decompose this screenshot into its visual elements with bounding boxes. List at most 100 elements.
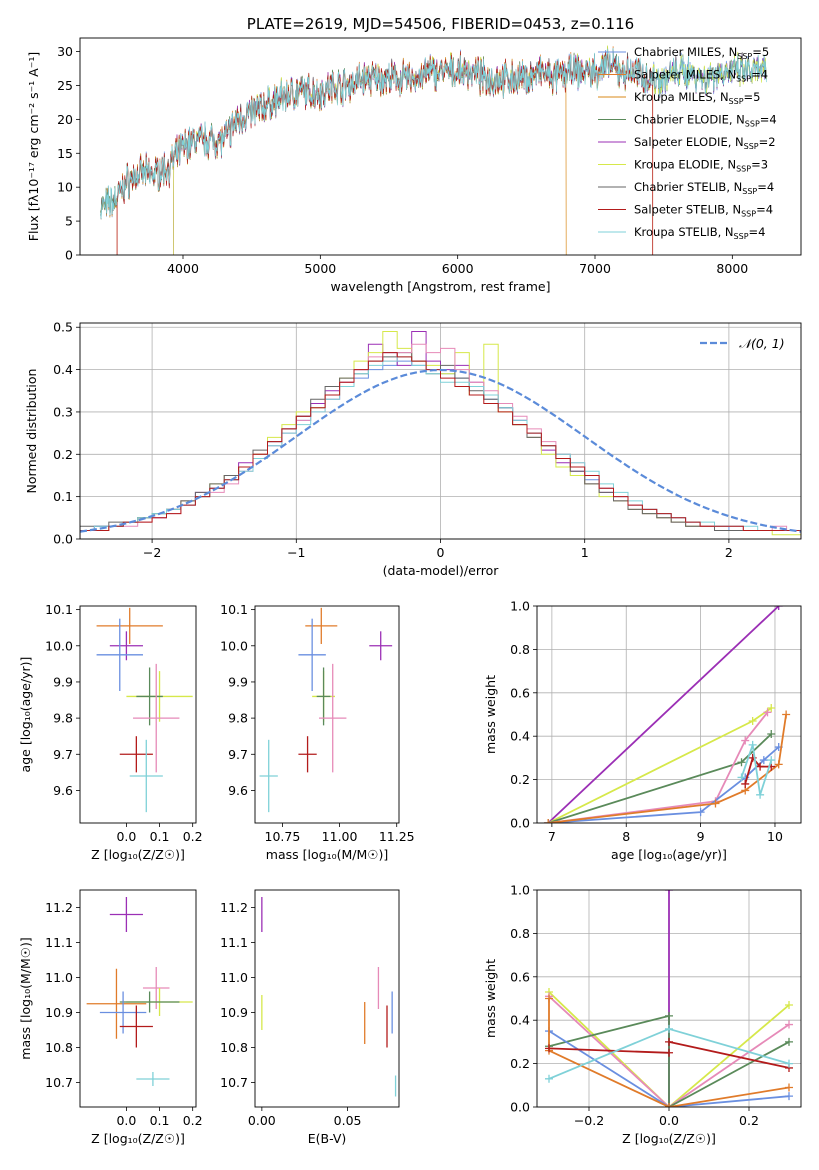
weight-marker-salpeter_miles bbox=[774, 760, 783, 769]
legend-label-sub: SSP bbox=[737, 52, 752, 61]
panel-mass_vs_EBV: 0.00 0.05 10.7 10.8 10.9 11.0 11.1 11.2 E(B-V) bbox=[220, 889, 400, 1146]
plot-area bbox=[100, 45, 767, 255]
x-axis-label: wavelength [Angstrom, rest frame] bbox=[330, 279, 550, 294]
y-tick-label: 9.9 bbox=[53, 674, 73, 689]
weight-marker-salpeter_stelib bbox=[665, 1037, 673, 1046]
weight-marker-kroupa_stelib bbox=[748, 740, 757, 749]
weight-line-kroupa_stelib bbox=[740, 744, 773, 796]
x-tick-label: 6000 bbox=[442, 261, 474, 276]
spectrum-line-kroupa_stelib bbox=[100, 47, 767, 219]
y-tick-label: 9.9 bbox=[228, 674, 248, 689]
weight-marker-salpeter_stelib bbox=[545, 1044, 553, 1053]
histogram-step-salpeter_stelib bbox=[80, 352, 801, 539]
axes-frame bbox=[79, 37, 802, 256]
y-tick-label: 10.9 bbox=[220, 1005, 248, 1020]
y-tick-label: 0.6 bbox=[510, 969, 530, 984]
y-tick-label: 9.6 bbox=[228, 783, 248, 798]
legend-label: Salpeter MILES, NSSP=4 bbox=[634, 68, 768, 84]
y-tick-label: 11.1 bbox=[45, 935, 73, 950]
legend-label-main: Kroupa MILES, N bbox=[634, 90, 729, 104]
legend-label: Chabrier MILES, NSSP=5 bbox=[634, 45, 769, 61]
legend-label-main: Salpeter STELIB, N bbox=[634, 203, 741, 217]
legend-label-sub: SSP bbox=[734, 232, 749, 241]
y-tick-label: 0.0 bbox=[53, 532, 73, 547]
x-axis-label: Z [log₁₀(Z/Z☉)] bbox=[622, 1131, 716, 1146]
weight-line-salpeter_miles bbox=[548, 998, 790, 1107]
chart-title: PLATE=2619, MJD=54506, FIBERID=0453, z=0… bbox=[247, 15, 634, 33]
weight-marker-salpeter_stelib bbox=[741, 779, 750, 788]
y-tick-label: 0.0 bbox=[510, 816, 530, 831]
y-axis-label: Flux [fλ10⁻¹⁷ erg cm⁻² s⁻¹ A⁻¹] bbox=[26, 52, 41, 241]
weight-marker-kroupa_stelib bbox=[785, 1059, 793, 1068]
plot-area bbox=[259, 607, 393, 813]
axes-frame bbox=[536, 889, 802, 1108]
weight-marker-kroupa_stelib bbox=[756, 790, 765, 799]
legend-label-sub: SSP bbox=[741, 210, 756, 219]
y-tick-label: 10.9 bbox=[45, 1005, 73, 1020]
y-axis-label: mass [log₁₀(M/M☉)] bbox=[18, 937, 33, 1059]
axes-frame bbox=[536, 605, 802, 824]
weight-marker-salpeter_miles bbox=[782, 710, 791, 719]
y-tick-label: 0.0 bbox=[510, 1100, 530, 1115]
x-tick-label: 0.00 bbox=[248, 1113, 276, 1128]
x-tick-label: 1 bbox=[581, 545, 589, 560]
y-tick-label: 10.7 bbox=[45, 1075, 73, 1090]
x-tick-label: 0.2 bbox=[739, 1113, 759, 1128]
weight-marker-salpeter_elodie bbox=[665, 890, 673, 894]
legend-label: Chabrier ELODIE, NSSP=4 bbox=[634, 113, 777, 129]
weight-marker-salpeter_miles bbox=[545, 994, 553, 1003]
weight-marker-pink bbox=[763, 708, 772, 717]
x-tick-label: 5000 bbox=[304, 261, 336, 276]
y-tick-label: 11.0 bbox=[220, 970, 248, 985]
axes-frame bbox=[79, 322, 802, 540]
y-axis-label: Normed distribution bbox=[24, 369, 39, 494]
legend-label-tail: =5 bbox=[744, 90, 761, 104]
x-tick-label: 10 bbox=[767, 829, 783, 844]
weight-marker-salpeter_elodie bbox=[774, 606, 783, 610]
y-tick-label: 10.1 bbox=[220, 602, 248, 617]
panel-residuals: −2 −1 0 1 2 0.0 0.1 0.2 0.3 0.4 0.5 (data-model)/er… bbox=[24, 320, 802, 578]
y-tick-label: 9.8 bbox=[53, 711, 73, 726]
legend-label-tail: =5 bbox=[752, 45, 769, 59]
panel-age_vs_Z: 0.0 0.1 0.2 9.6 9.7 9.8 9.9 10.0 10.1 Z [log₁₀(Z/… bbox=[18, 602, 203, 862]
legend-label: Chabrier STELIB, NSSP=4 bbox=[634, 180, 774, 196]
plot-area bbox=[261, 897, 397, 1097]
y-tick-label: 0.8 bbox=[510, 926, 530, 941]
y-tick-label: 0.4 bbox=[510, 729, 530, 744]
axes-frame bbox=[79, 605, 197, 824]
weight-line-salpeter_stelib bbox=[548, 1047, 670, 1054]
legend-label-tail: =4 bbox=[760, 113, 777, 127]
legend-label-main: Chabrier STELIB, N bbox=[634, 180, 742, 194]
y-tick-label: 10.1 bbox=[45, 602, 73, 617]
y-tick-label: 0.5 bbox=[53, 320, 73, 335]
x-tick-label: 11.25 bbox=[379, 829, 415, 844]
weight-marker-kroupa_stelib bbox=[665, 1024, 673, 1033]
x-tick-label: −0.2 bbox=[574, 1113, 604, 1128]
weight-marker-salpeter_miles bbox=[711, 799, 720, 808]
x-tick-label: 0.0 bbox=[659, 1113, 679, 1128]
x-tick-label: 0.0 bbox=[116, 1113, 136, 1128]
y-tick-label: 10.8 bbox=[45, 1040, 73, 1055]
weight-marker-chabrier_miles bbox=[696, 808, 705, 817]
x-tick-label: 0.1 bbox=[150, 1113, 170, 1128]
legend-label-sub: SSP bbox=[744, 142, 759, 151]
axes-frame bbox=[79, 889, 197, 1108]
y-tick-label: 0.1 bbox=[53, 489, 73, 504]
legend-label-main: Salpeter MILES, N bbox=[634, 68, 736, 82]
panel-mass_vs_Z: 0.0 0.1 0.2 10.7 10.8 10.9 11.0 11.1 11.2 Z [log₁… bbox=[18, 889, 203, 1146]
panel-weight_vs_age: 7 8 9 10 0.0 0.2 0.4 0.6 0.8 1.0 age [log₁₀(age/yr… bbox=[483, 599, 802, 862]
y-tick-label: 20 bbox=[57, 112, 73, 127]
weight-marker-pink bbox=[741, 736, 750, 745]
legend-label: 𝒩(0, 1) bbox=[739, 336, 785, 351]
gaussian-curve bbox=[80, 368, 801, 533]
x-tick-label: 4000 bbox=[167, 261, 199, 276]
x-tick-label: 0 bbox=[437, 545, 445, 560]
legend-label-main: Kroupa STELIB, N bbox=[634, 225, 734, 239]
x-tick-label: 11.00 bbox=[322, 829, 358, 844]
x-axis-label: age [log₁₀(age/yr)] bbox=[611, 847, 727, 862]
plot-area bbox=[96, 607, 193, 813]
y-tick-label: 0.4 bbox=[53, 362, 73, 377]
legend-label-sub: SSP bbox=[736, 165, 751, 174]
